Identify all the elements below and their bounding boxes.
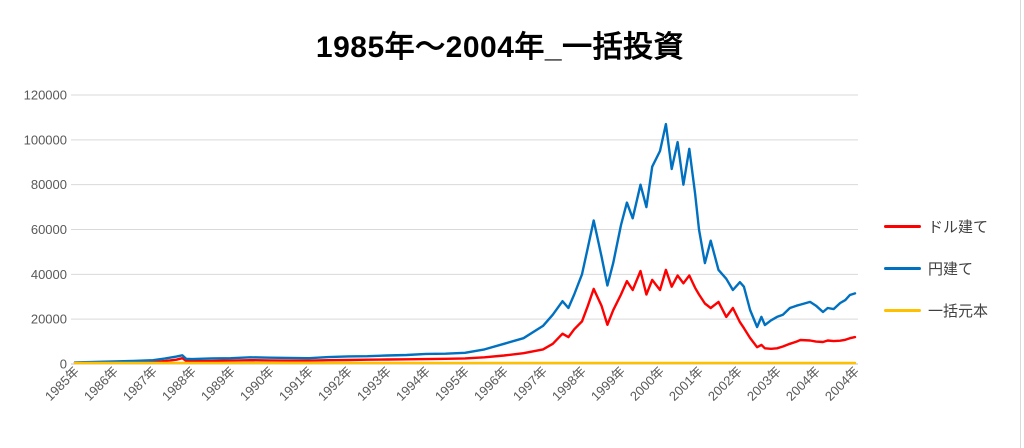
x-tick-label: 1993年 [354, 364, 394, 404]
y-tick-label: 100000 [24, 132, 67, 147]
x-tick-label: 1994年 [393, 364, 433, 404]
image-right-border [1020, 0, 1021, 448]
dollar-series-swatch-icon [884, 224, 921, 228]
legend-item-yen: 円建て [884, 258, 988, 278]
x-tick-label: 2004年 [783, 364, 823, 404]
x-tick-label: 2000年 [627, 364, 667, 404]
y-tick-label: 20000 [31, 312, 67, 327]
x-tick-label: 1986年 [81, 364, 121, 404]
legend: ドル建て 円建て 一括元本 [884, 216, 988, 320]
x-tick-label: 1996年 [471, 364, 511, 404]
legend-item-principal: 一括元本 [884, 300, 988, 320]
x-tick-label: 1997年 [510, 364, 550, 404]
x-tick-label: 2004年 [822, 364, 862, 404]
legend-label-principal: 一括元本 [928, 302, 989, 320]
x-tick-label: 2003年 [744, 364, 784, 404]
y-tick-label: 60000 [31, 222, 67, 237]
yen-series-swatch-icon [884, 266, 921, 270]
x-tick-label: 1995年 [432, 364, 472, 404]
legend-item-dollar: ドル建て [884, 216, 988, 236]
y-tick-label: 120000 [24, 88, 67, 103]
series-line-dollar [73, 268, 857, 364]
x-tick-label: 1991年 [276, 364, 316, 404]
y-tick-label: 40000 [31, 267, 67, 282]
x-tick-label: 1988年 [159, 364, 199, 404]
x-tick-label: 1992年 [315, 364, 355, 404]
x-tick-label: 1989年 [198, 364, 238, 404]
x-tick-label: 1998年 [549, 364, 589, 404]
chart-title: 1985年〜2004年_一括投資 [315, 31, 685, 64]
series-line-yen [73, 122, 857, 364]
x-tick-label: 1999年 [588, 364, 628, 404]
legend-label-dollar: ドル建て [928, 218, 989, 236]
x-tick-label: 2002年 [705, 364, 745, 404]
x-tick-label: 2001年 [666, 364, 706, 404]
x-tick-label: 1987年 [120, 364, 160, 404]
legend-label-yen: 円建て [928, 260, 974, 278]
y-tick-label: 80000 [31, 177, 67, 192]
y-tick-label: 0 [60, 357, 67, 372]
x-tick-label: 1990年 [237, 364, 277, 404]
principal-series-swatch-icon [884, 308, 921, 312]
